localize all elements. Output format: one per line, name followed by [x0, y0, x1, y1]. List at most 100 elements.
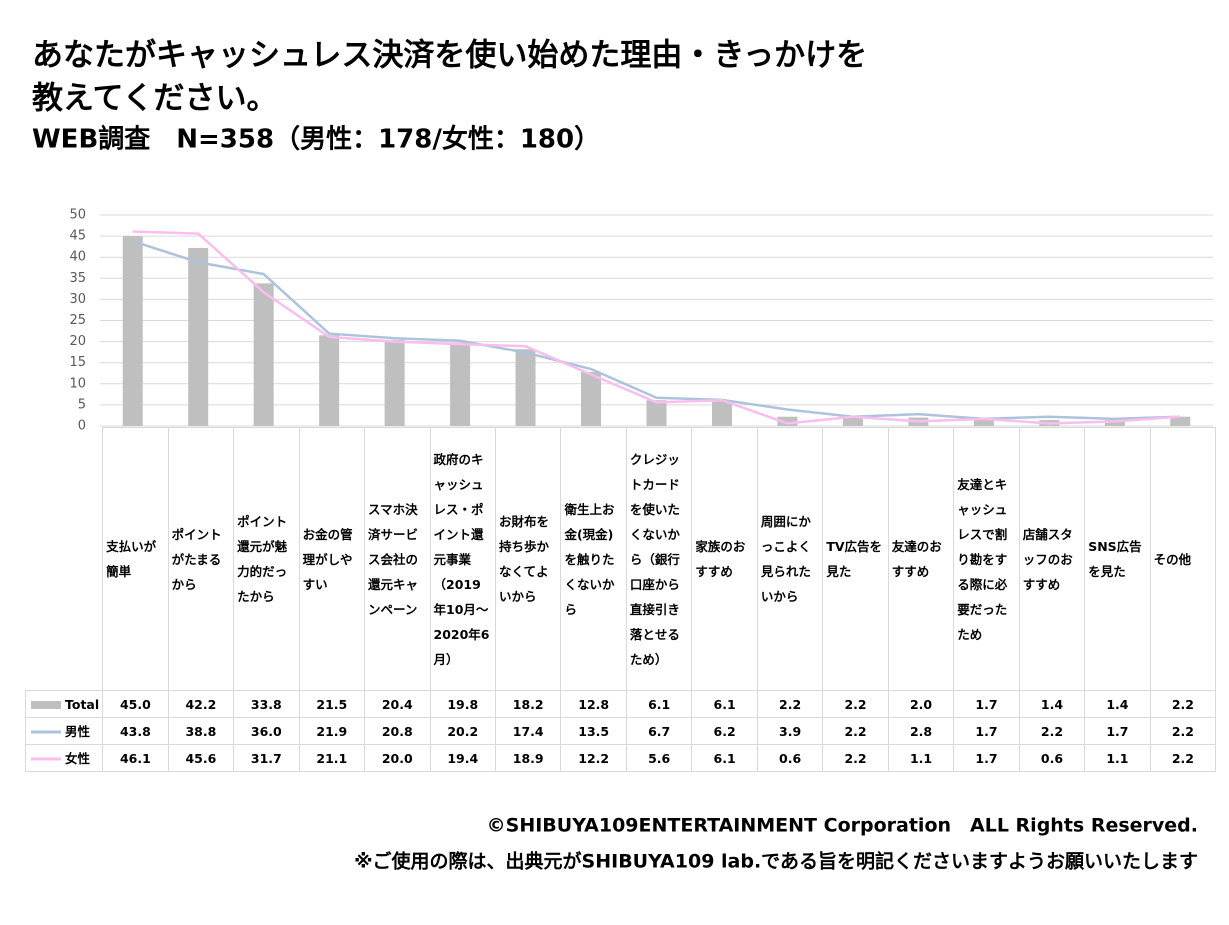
value-label: 21.1 [298, 744, 366, 772]
category-label: 友達とキャッシュレスで割り勘をする際に必要だったため [953, 427, 1020, 691]
value-label: 36.0 [233, 717, 300, 745]
legend-swatch [31, 757, 61, 761]
bar [777, 416, 798, 426]
bar [1170, 416, 1191, 426]
category-label: 店舗スタッフのおすすめ [1018, 427, 1086, 691]
value-label: 6.7 [625, 717, 693, 745]
category-row: 支払いが簡単 ポイントがたまるから ポイント還元が魅力的だったから お金の管理がしやす… [25, 427, 1217, 691]
category-label: 友達のおすすめ [887, 427, 955, 691]
value-label: 19.4 [429, 744, 496, 772]
value-label: 1.7 [953, 744, 1020, 772]
y-tick-label: 50 [69, 208, 86, 223]
value-label: 17.4 [494, 717, 562, 745]
value-row: 女性 46.1 45.6 31.7 21.1 20.0 19.4 18.9 12.2 5.6 6.1… [24, 744, 1217, 772]
category-label: スマホ決済サービス会社の還元キャンペーン [364, 427, 431, 691]
value-label: 1.7 [953, 690, 1020, 718]
category-label: SNS広告を見た [1084, 427, 1151, 691]
line [132, 239, 1181, 421]
legend-label: Total [65, 696, 100, 712]
value-label: 19.8 [429, 690, 496, 718]
value-label: 45.0 [102, 690, 169, 718]
bar [319, 335, 340, 426]
value-label: 2.0 [887, 690, 955, 718]
value-label: 6.2 [691, 717, 758, 745]
value-label: 2.2 [1149, 717, 1217, 745]
value-label: 6.1 [691, 744, 758, 772]
data-table: 支払いが簡単 ポイントがたまるから ポイント還元が魅力的だったから お金の管理がしやす… [24, 427, 1217, 772]
category-label: お財布を持ち歩かなくてよいから [494, 427, 562, 691]
legend-label: 女性 [65, 750, 91, 766]
value-label: 31.7 [233, 744, 300, 772]
value-label: 2.2 [822, 690, 889, 718]
bar [581, 371, 602, 426]
value-label: 43.8 [102, 717, 169, 745]
legend-cell: Total [24, 690, 104, 718]
bar [973, 418, 994, 426]
category-label: ポイントがたまるから [167, 427, 235, 691]
category-label: 政府のキャッシュレス・ポイント還元事業（2019年10月～2020年6月） [429, 427, 496, 691]
value-row: Total 45.0 42.2 33.8 21.5 20.4 19.8 18.2 12.8 6.1… [24, 690, 1217, 718]
title-line: あなたがキャッシュレス決済を使い始めた理由・きっかけを [32, 38, 867, 74]
bar [842, 416, 863, 426]
value-label: 2.2 [756, 690, 824, 718]
value-label: 33.8 [233, 690, 300, 718]
subtitle: WEB調査 N=358（男性：178/女性：180） [32, 124, 600, 155]
bar [646, 400, 667, 426]
bar [122, 236, 143, 426]
category-label: その他 [1149, 427, 1217, 691]
y-tick-label: 10 [69, 376, 86, 391]
y-tick-label: 15 [69, 355, 86, 370]
title-line: 教えてください。 [32, 81, 278, 117]
value-label: 2.2 [1149, 690, 1217, 718]
footer: ※ご使用の際は、出典元がSHIBUYA109 lab.である旨を明記くださいます… [354, 850, 1198, 873]
y-tick-label: 5 [78, 397, 86, 412]
bar [515, 349, 536, 426]
line [132, 230, 1181, 425]
bar [384, 339, 405, 426]
y-tick-label: 40 [69, 250, 86, 265]
category-label: 衛生上お金(現金)を触りたくないから [560, 427, 627, 691]
legend-cell: 女性 [24, 744, 104, 772]
category-label: クレジットカードを使いたくないから（銀行口座から直接引き落とせるため） [625, 427, 693, 691]
value-label: 1.4 [1018, 690, 1086, 718]
legend-swatch [31, 730, 61, 734]
value-label: 38.8 [167, 717, 235, 745]
footer: ©SHIBUYA109ENTERTAINMENT Corporation ALL… [487, 815, 1198, 837]
value-label: 12.8 [560, 690, 627, 718]
value-label: 6.1 [691, 690, 758, 718]
value-label: 21.5 [298, 690, 366, 718]
corner [25, 427, 104, 691]
y-tick-label: 25 [69, 313, 86, 328]
value-label: 5.6 [625, 744, 693, 772]
value-label: 42.2 [167, 690, 235, 718]
value-label: 0.6 [756, 744, 824, 772]
category-label: 家族のおすすめ [691, 427, 758, 691]
value-label: 20.4 [364, 690, 431, 718]
y-tick-label: 30 [69, 292, 86, 307]
value-label: 0.6 [1018, 744, 1086, 772]
value-label: 1.1 [1084, 744, 1151, 772]
value-label: 2.2 [1018, 717, 1086, 745]
value-label: 2.2 [822, 744, 889, 772]
value-label: 13.5 [560, 717, 627, 745]
legend-label: 男性 [65, 723, 91, 739]
bar [253, 283, 274, 426]
value-label: 45.6 [167, 744, 235, 772]
value-label: 3.9 [756, 717, 824, 745]
value-label: 1.7 [953, 717, 1020, 745]
legend-cell: 男性 [24, 717, 104, 745]
value-label: 46.1 [102, 744, 169, 772]
bar [1104, 420, 1125, 426]
value-label: 6.1 [625, 690, 693, 718]
value-label: 1.1 [887, 744, 955, 772]
value-label: 20.8 [364, 717, 431, 745]
value-label: 2.8 [887, 717, 955, 745]
value-label: 12.2 [560, 744, 627, 772]
value-label: 18.2 [494, 690, 562, 718]
category-label: 支払いが簡単 [102, 427, 169, 691]
category-label: ポイント還元が魅力的だったから [233, 427, 300, 691]
value-label: 2.2 [822, 717, 889, 745]
value-row: 男性 43.8 38.8 36.0 21.9 20.8 20.2 17.4 13.5 6.7 6.2… [24, 717, 1217, 745]
bar [711, 400, 732, 426]
